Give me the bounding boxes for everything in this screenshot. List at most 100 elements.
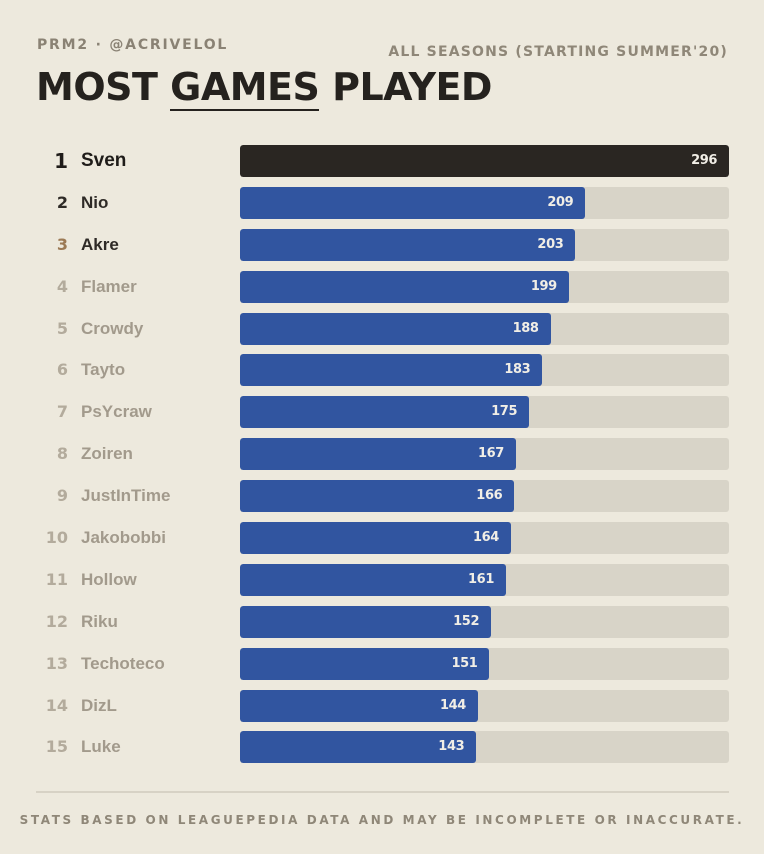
title-prefix: MOST [36,65,171,109]
bar-row: 8 Zoiren 167 [36,438,729,480]
title-highlight: GAMES [170,65,320,111]
value-label: 143 [438,739,465,755]
bar-row: 1 Sven 296 [36,145,729,187]
bar-track: 164 [240,522,729,555]
bar: 209 [240,186,586,219]
player-name-label: Crowdy [81,318,144,338]
bar-track: 151 [240,647,729,680]
value-label: 166 [476,488,503,504]
bar-row: 3 Akre 203 [36,228,729,271]
rank-label: 15 [45,737,68,757]
bar-track: 209 [240,186,729,219]
bar-row: 9 JustInTime 166 [36,480,729,522]
title-suffix: PLAYED [319,65,492,109]
bar: 167 [240,438,516,471]
bar-track: 152 [240,605,729,638]
bar: 175 [240,396,530,429]
player-name-label: Hollow [81,569,137,589]
player-name-label: Jakobobbi [81,528,167,548]
rank-label: 6 [56,360,68,380]
bar-track: 175 [240,396,729,429]
value-label: 151 [451,655,478,671]
rank-label: 10 [45,528,68,548]
rank-label: 4 [56,276,68,296]
bar: 151 [240,647,490,680]
bar: 203 [240,228,576,261]
value-label: 183 [504,362,531,378]
player-name-label: Techoteco [81,653,165,673]
chart-title: MOST GAMES PLAYED [36,62,492,112]
player-name-label: Flamer [81,276,137,296]
player-name-label: Tayto [81,360,126,380]
bar: 143 [240,731,477,764]
bar-track: 143 [240,731,729,764]
player-name-label: Luke [81,737,121,757]
bar: 144 [240,689,478,722]
bar-track: 188 [240,312,729,345]
player-name-label: Riku [81,611,118,631]
bar-row: 2 Nio 209 [36,186,729,229]
value-label: 167 [477,446,504,462]
bar-row: 7 PsYcraw 175 [36,396,729,438]
player-name-label: Nio [81,192,109,212]
bar-row: 6 Tayto 183 [36,354,729,396]
value-label: 164 [472,530,499,546]
bar-track: 203 [240,228,729,261]
bar-row: 12 Riku 152 [36,605,729,648]
value-label: 152 [453,613,480,629]
bar-track: 166 [240,480,729,513]
bar: 164 [240,522,511,555]
rank-label: 13 [45,653,68,673]
player-name-label: JustInTime [81,486,171,506]
value-label: 203 [537,236,564,252]
bar-chart: 1 Sven 296 2 Nio 209 3 Akre 203 4 Flamer 199 5 Crowdy… [36,145,729,773]
value-label: 199 [530,278,557,294]
rank-label: 1 [54,149,68,173]
bar: 152 [240,605,492,638]
value-label: 161 [468,571,494,587]
bar-row: 4 Flamer 199 [36,270,729,313]
value-label: 188 [512,320,539,336]
rank-label: 12 [45,611,68,631]
bar: 166 [240,480,515,513]
rank-label: 14 [45,695,68,715]
bar: 296 [240,145,729,177]
player-name-label: PsYcraw [81,402,152,422]
rank-label: 2 [56,192,68,212]
bar: 161 [240,563,506,596]
rank-label: 9 [56,486,68,506]
scope-label: ALL SEASONS (STARTING SUMMER'20) [388,44,728,60]
player-name-label: DizL [81,695,117,715]
player-name-label: Zoiren [81,444,133,464]
bar: 188 [240,312,551,345]
kicker-label: PRM2 · @ACRIVELOL [37,37,229,53]
bar: 183 [240,354,543,387]
bar: 199 [240,270,569,303]
bar-track: 183 [240,354,729,387]
bar-row: 13 Techoteco 151 [36,647,729,690]
footer-note: STATS BASED ON LEAGUEPEDIA DATA AND MAY … [19,813,745,827]
value-label: 175 [491,404,518,420]
bar-track: 199 [240,270,729,303]
bar-row: 11 Hollow 161 [36,563,729,606]
bar-row: 14 DizL 144 [36,689,729,732]
player-name-label: Sven [81,150,127,171]
rank-label: 5 [56,318,68,338]
bar-track: 167 [240,438,729,471]
rank-label: 7 [56,402,68,422]
value-label: 209 [547,194,574,210]
bar-row: 10 Jakobobbi 164 [36,522,729,564]
bar-track: 144 [240,689,729,722]
footer-divider [36,791,729,793]
rank-label: 8 [56,444,68,464]
bar-row: 15 Luke 143 [36,731,729,773]
value-label: 144 [439,697,466,713]
bar-track: 296 [240,145,729,177]
bar-track: 161 [240,563,729,596]
bar-row: 5 Crowdy 188 [36,312,729,355]
value-label: 296 [691,153,717,168]
rank-label: 11 [45,569,68,589]
player-name-label: Akre [81,234,119,254]
rank-label: 3 [56,234,68,254]
